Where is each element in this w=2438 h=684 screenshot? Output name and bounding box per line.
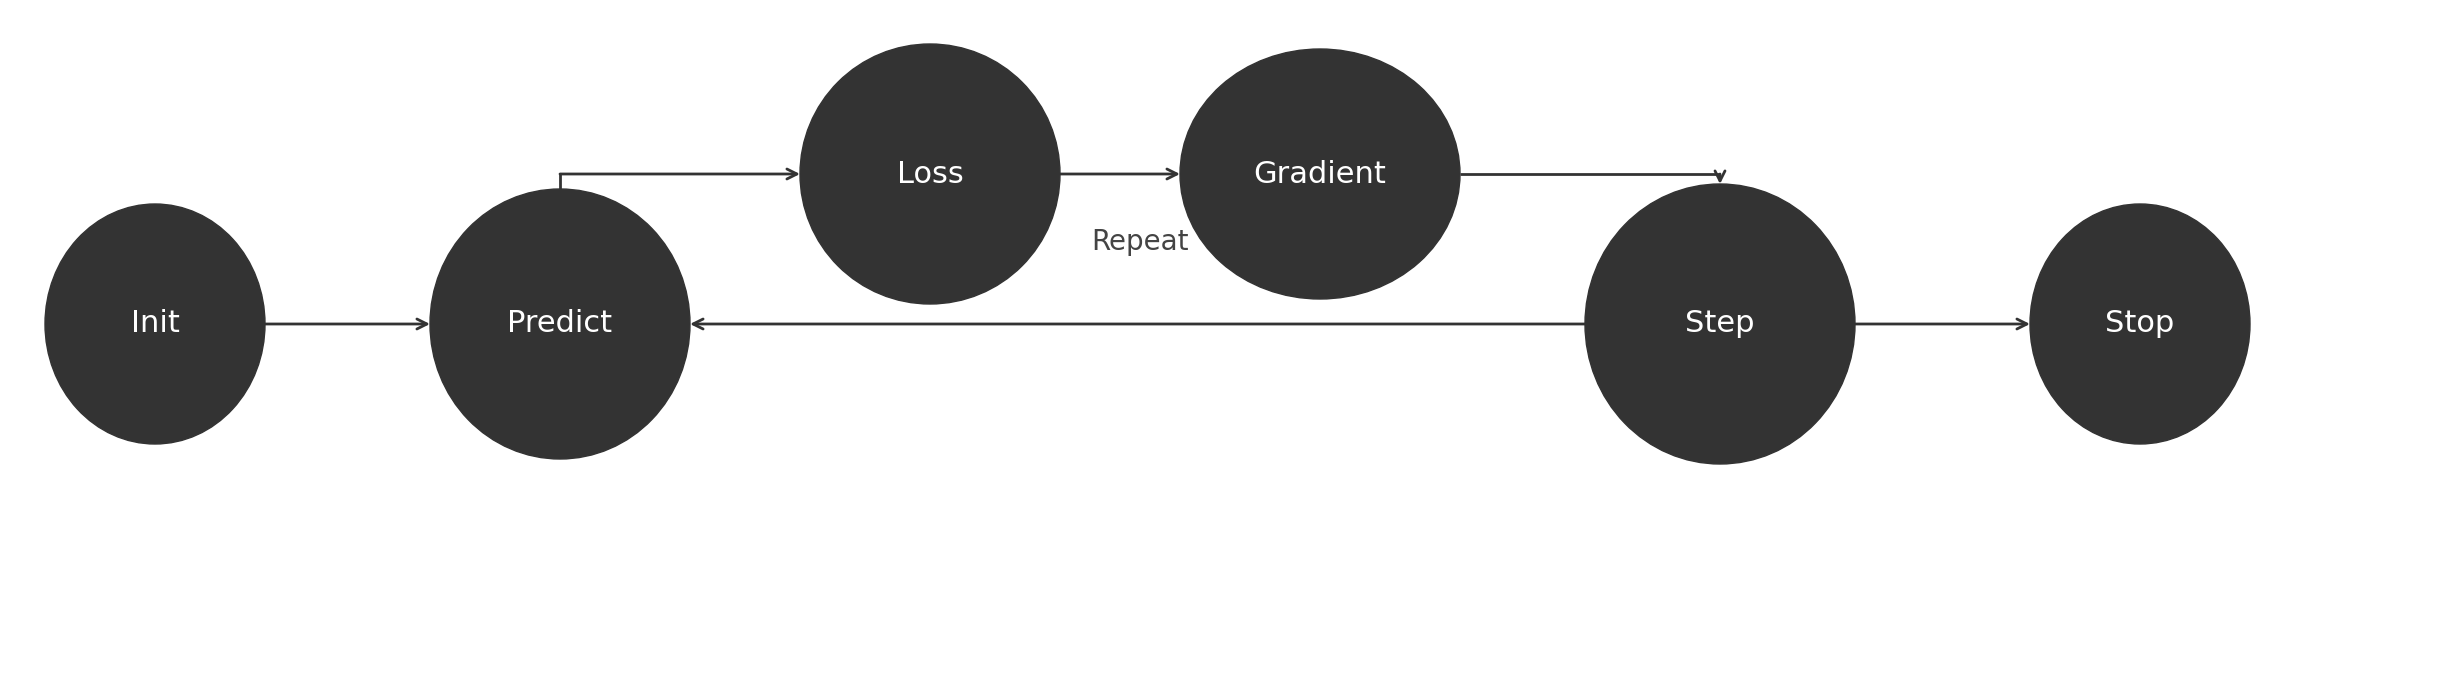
Text: Loss: Loss [897,159,963,189]
Text: Predict: Predict [507,309,612,339]
Ellipse shape [429,189,690,459]
Ellipse shape [1180,49,1460,299]
Text: Gradient: Gradient [1253,159,1387,189]
Text: Step: Step [1685,309,1755,339]
Ellipse shape [44,204,266,444]
Ellipse shape [800,44,1061,304]
Ellipse shape [1585,184,1855,464]
Text: Stop: Stop [2106,309,2175,339]
Text: Repeat: Repeat [1092,228,1190,256]
Ellipse shape [2031,204,2250,444]
Text: Init: Init [132,309,180,339]
